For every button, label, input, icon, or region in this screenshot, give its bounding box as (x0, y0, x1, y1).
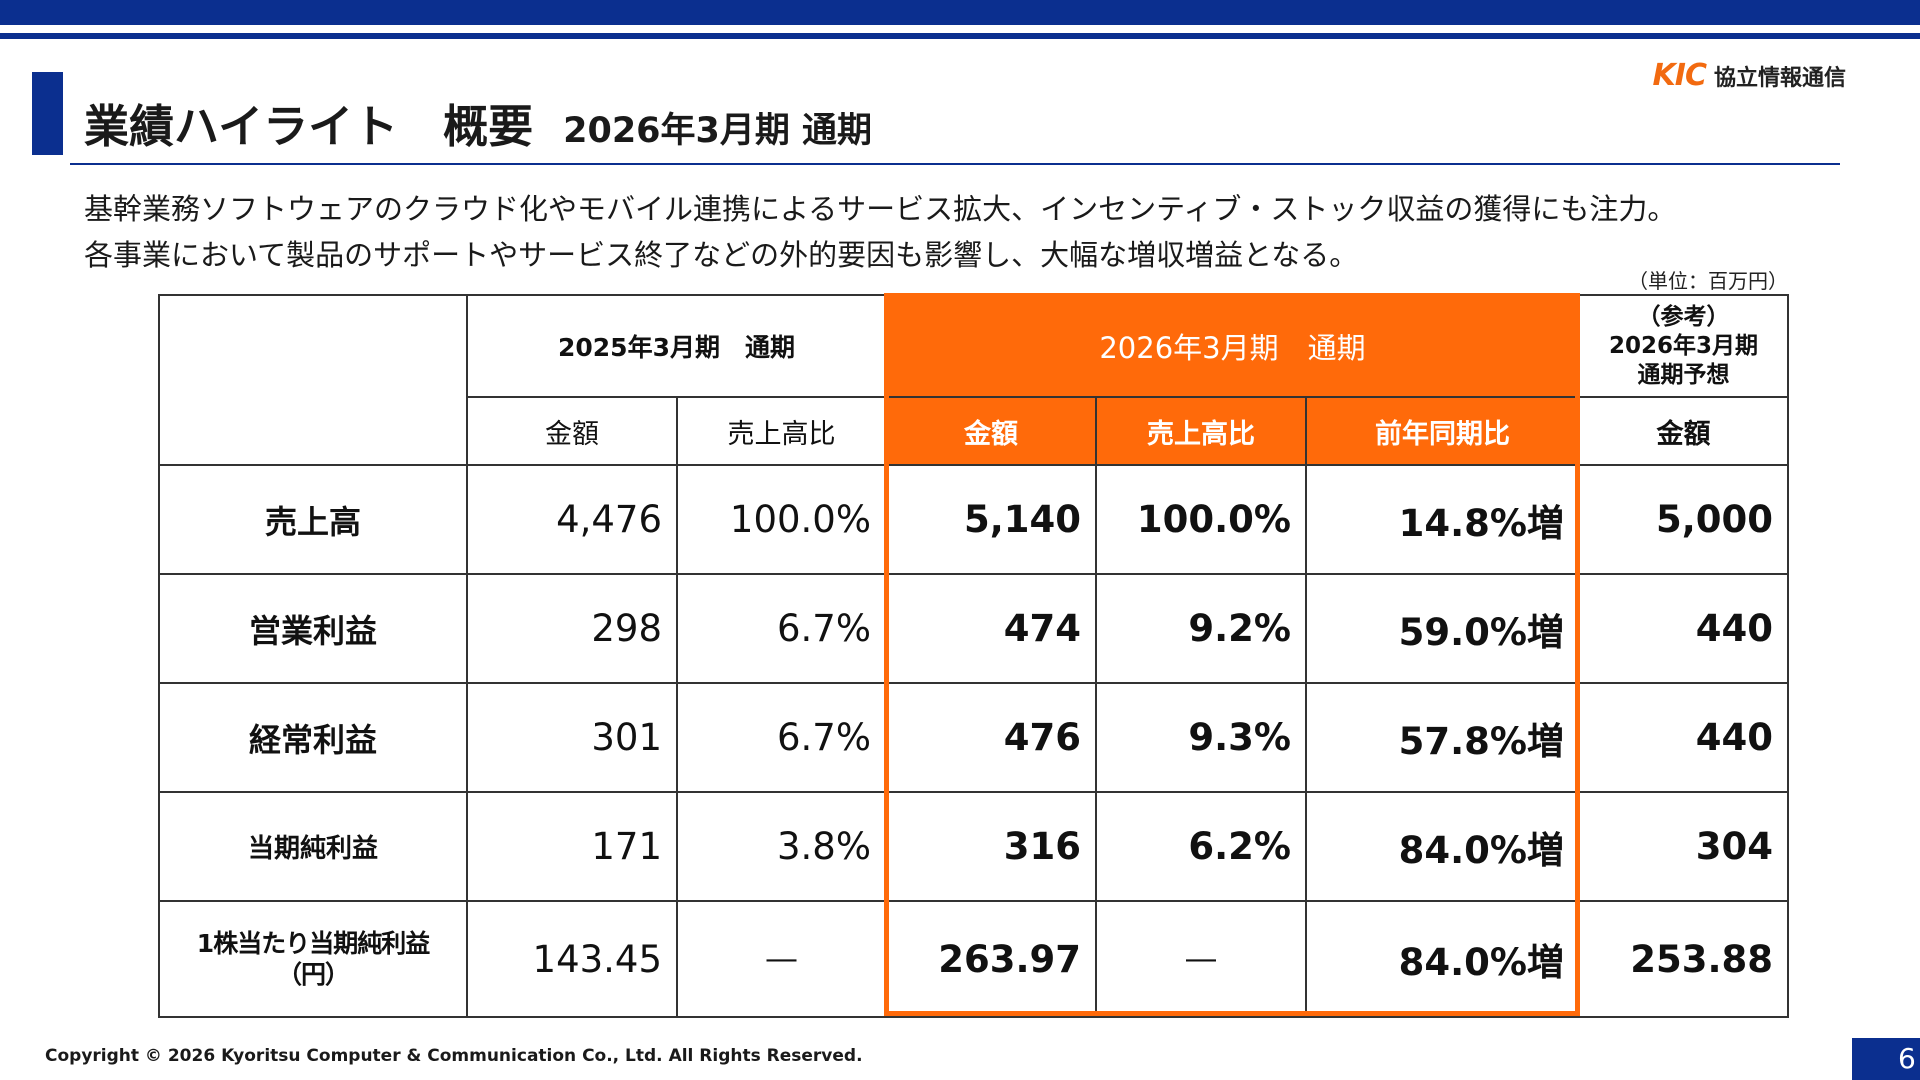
row-label-line-2: （円） (276, 960, 350, 989)
results-table: 2025年3月期 通期 2026年3月期 通期 （参考） 2026年3月期 通期… (158, 294, 1789, 1018)
page-title: 業績ハイライト 概要 2026年3月期 通期 (84, 90, 872, 155)
curr-yoy-cell: 59.0%増 (1305, 573, 1580, 684)
curr-amount-cell: 263.97 (885, 900, 1097, 1018)
prev-amount-cell: 171 (466, 791, 678, 902)
prev-ratio-cell: 6.7% (676, 573, 887, 684)
table-sub-header-row: 金額 売上高比 金額 売上高比 前年同期比 金額 (159, 396, 1789, 466)
curr-yoy-cell: 57.8%増 (1305, 682, 1580, 793)
header-curr-amount: 金額 (885, 396, 1097, 466)
row-label: 経常利益 (158, 682, 468, 793)
curr-ratio-cell: 9.2% (1095, 573, 1307, 684)
ref-amount-cell: 304 (1578, 791, 1789, 902)
copyright-notice: Copyright © 2026 Kyoritsu Computer & Com… (45, 1046, 863, 1066)
ref-header-line-1: （参考） (1637, 303, 1730, 330)
header-curr-ratio: 売上高比 (1095, 396, 1307, 466)
ref-header-line-2: 2026年3月期 (1608, 332, 1759, 359)
ref-header-line-3: 通期予想 (1637, 361, 1730, 388)
title-underline (70, 163, 1840, 165)
curr-amount-cell: 476 (885, 682, 1097, 793)
summary-text: 基幹業務ソフトウェアのクラウド化やモバイル連携によるサービス拡大、インセンティブ… (84, 186, 1676, 278)
header-curr-yoy: 前年同期比 (1305, 396, 1580, 466)
page-number: 6 (1852, 1038, 1920, 1080)
header-prev-ratio: 売上高比 (676, 396, 887, 466)
unit-note: （単位：百万円） (1628, 269, 1788, 293)
curr-ratio-cell: 6.2% (1095, 791, 1307, 902)
header-curr-period: 2026年3月期 通期 (885, 294, 1580, 398)
curr-yoy-cell: 84.0%増 (1305, 791, 1580, 902)
row-label: 売上高 (158, 464, 468, 575)
table-row: 経常利益 301 6.7% 476 9.3% 57.8%増 440 (158, 682, 1789, 793)
summary-line-2: 各事業において製品のサポートやサービス終了などの外的要因も影響し、大幅な増収増益… (84, 238, 1359, 272)
curr-amount-cell: 5,140 (885, 464, 1097, 575)
ref-amount-cell: 253.88 (1578, 900, 1789, 1018)
row-label: 当期純利益 (158, 791, 468, 902)
header-top-line (0, 33, 1920, 39)
table-row: 当期純利益 171 3.8% 316 6.2% 84.0%増 304 (158, 791, 1789, 902)
logo-company-name: 協立情報通信 (1713, 65, 1846, 91)
header-top-band (0, 0, 1920, 25)
title-accent-bar (32, 72, 63, 155)
row-label: 1株当たり当期純利益 （円） (158, 900, 468, 1018)
prev-amount-cell: 4,476 (466, 464, 678, 575)
row-label-line-1: 1株当たり当期純利益 (196, 929, 430, 958)
curr-yoy-cell: 14.8%増 (1305, 464, 1580, 575)
corner-cell (158, 294, 468, 466)
summary-line-1: 基幹業務ソフトウェアのクラウド化やモバイル連携によるサービス拡大、インセンティブ… (84, 192, 1677, 226)
prev-ratio-cell: 3.8% (676, 791, 887, 902)
logo-mark: KIC (1652, 58, 1707, 93)
prev-ratio-cell: ― (676, 900, 887, 1018)
header-prev-amount: 金額 (466, 396, 678, 466)
prev-ratio-cell: 100.0% (676, 464, 887, 575)
curr-ratio-cell: 100.0% (1095, 464, 1307, 575)
ref-amount-cell: 440 (1578, 573, 1789, 684)
curr-ratio-cell: 9.3% (1095, 682, 1307, 793)
page-title-main: 業績ハイライト 概要 (84, 100, 534, 153)
header-prev-period: 2025年3月期 通期 (466, 294, 887, 398)
prev-amount-cell: 143.45 (466, 900, 678, 1018)
curr-ratio-cell: ― (1095, 900, 1307, 1018)
ref-amount-cell: 5,000 (1578, 464, 1789, 575)
company-logo: KIC 協立情報通信 (1653, 58, 1846, 93)
curr-yoy-cell: 84.0%増 (1305, 900, 1580, 1018)
table-group-header-row: 2025年3月期 通期 2026年3月期 通期 （参考） 2026年3月期 通期… (158, 294, 1789, 466)
header-ref-forecast: （参考） 2026年3月期 通期予想 (1578, 294, 1789, 398)
page-title-period: 2026年3月期 通期 (563, 111, 873, 151)
table-row: 売上高 4,476 100.0% 5,140 100.0% 14.8%増 5,0… (158, 464, 1789, 575)
curr-amount-cell: 316 (885, 791, 1097, 902)
prev-amount-cell: 298 (466, 573, 678, 684)
table-row: 営業利益 298 6.7% 474 9.2% 59.0%増 440 (158, 573, 1789, 684)
header-ref-amount: 金額 (1578, 396, 1789, 466)
prev-amount-cell: 301 (466, 682, 678, 793)
row-label: 営業利益 (158, 573, 468, 684)
prev-ratio-cell: 6.7% (676, 682, 887, 793)
ref-amount-cell: 440 (1578, 682, 1789, 793)
table-row: 1株当たり当期純利益 （円） 143.45 ― 263.97 ― 84.0%増 … (158, 900, 1789, 1018)
curr-amount-cell: 474 (885, 573, 1097, 684)
